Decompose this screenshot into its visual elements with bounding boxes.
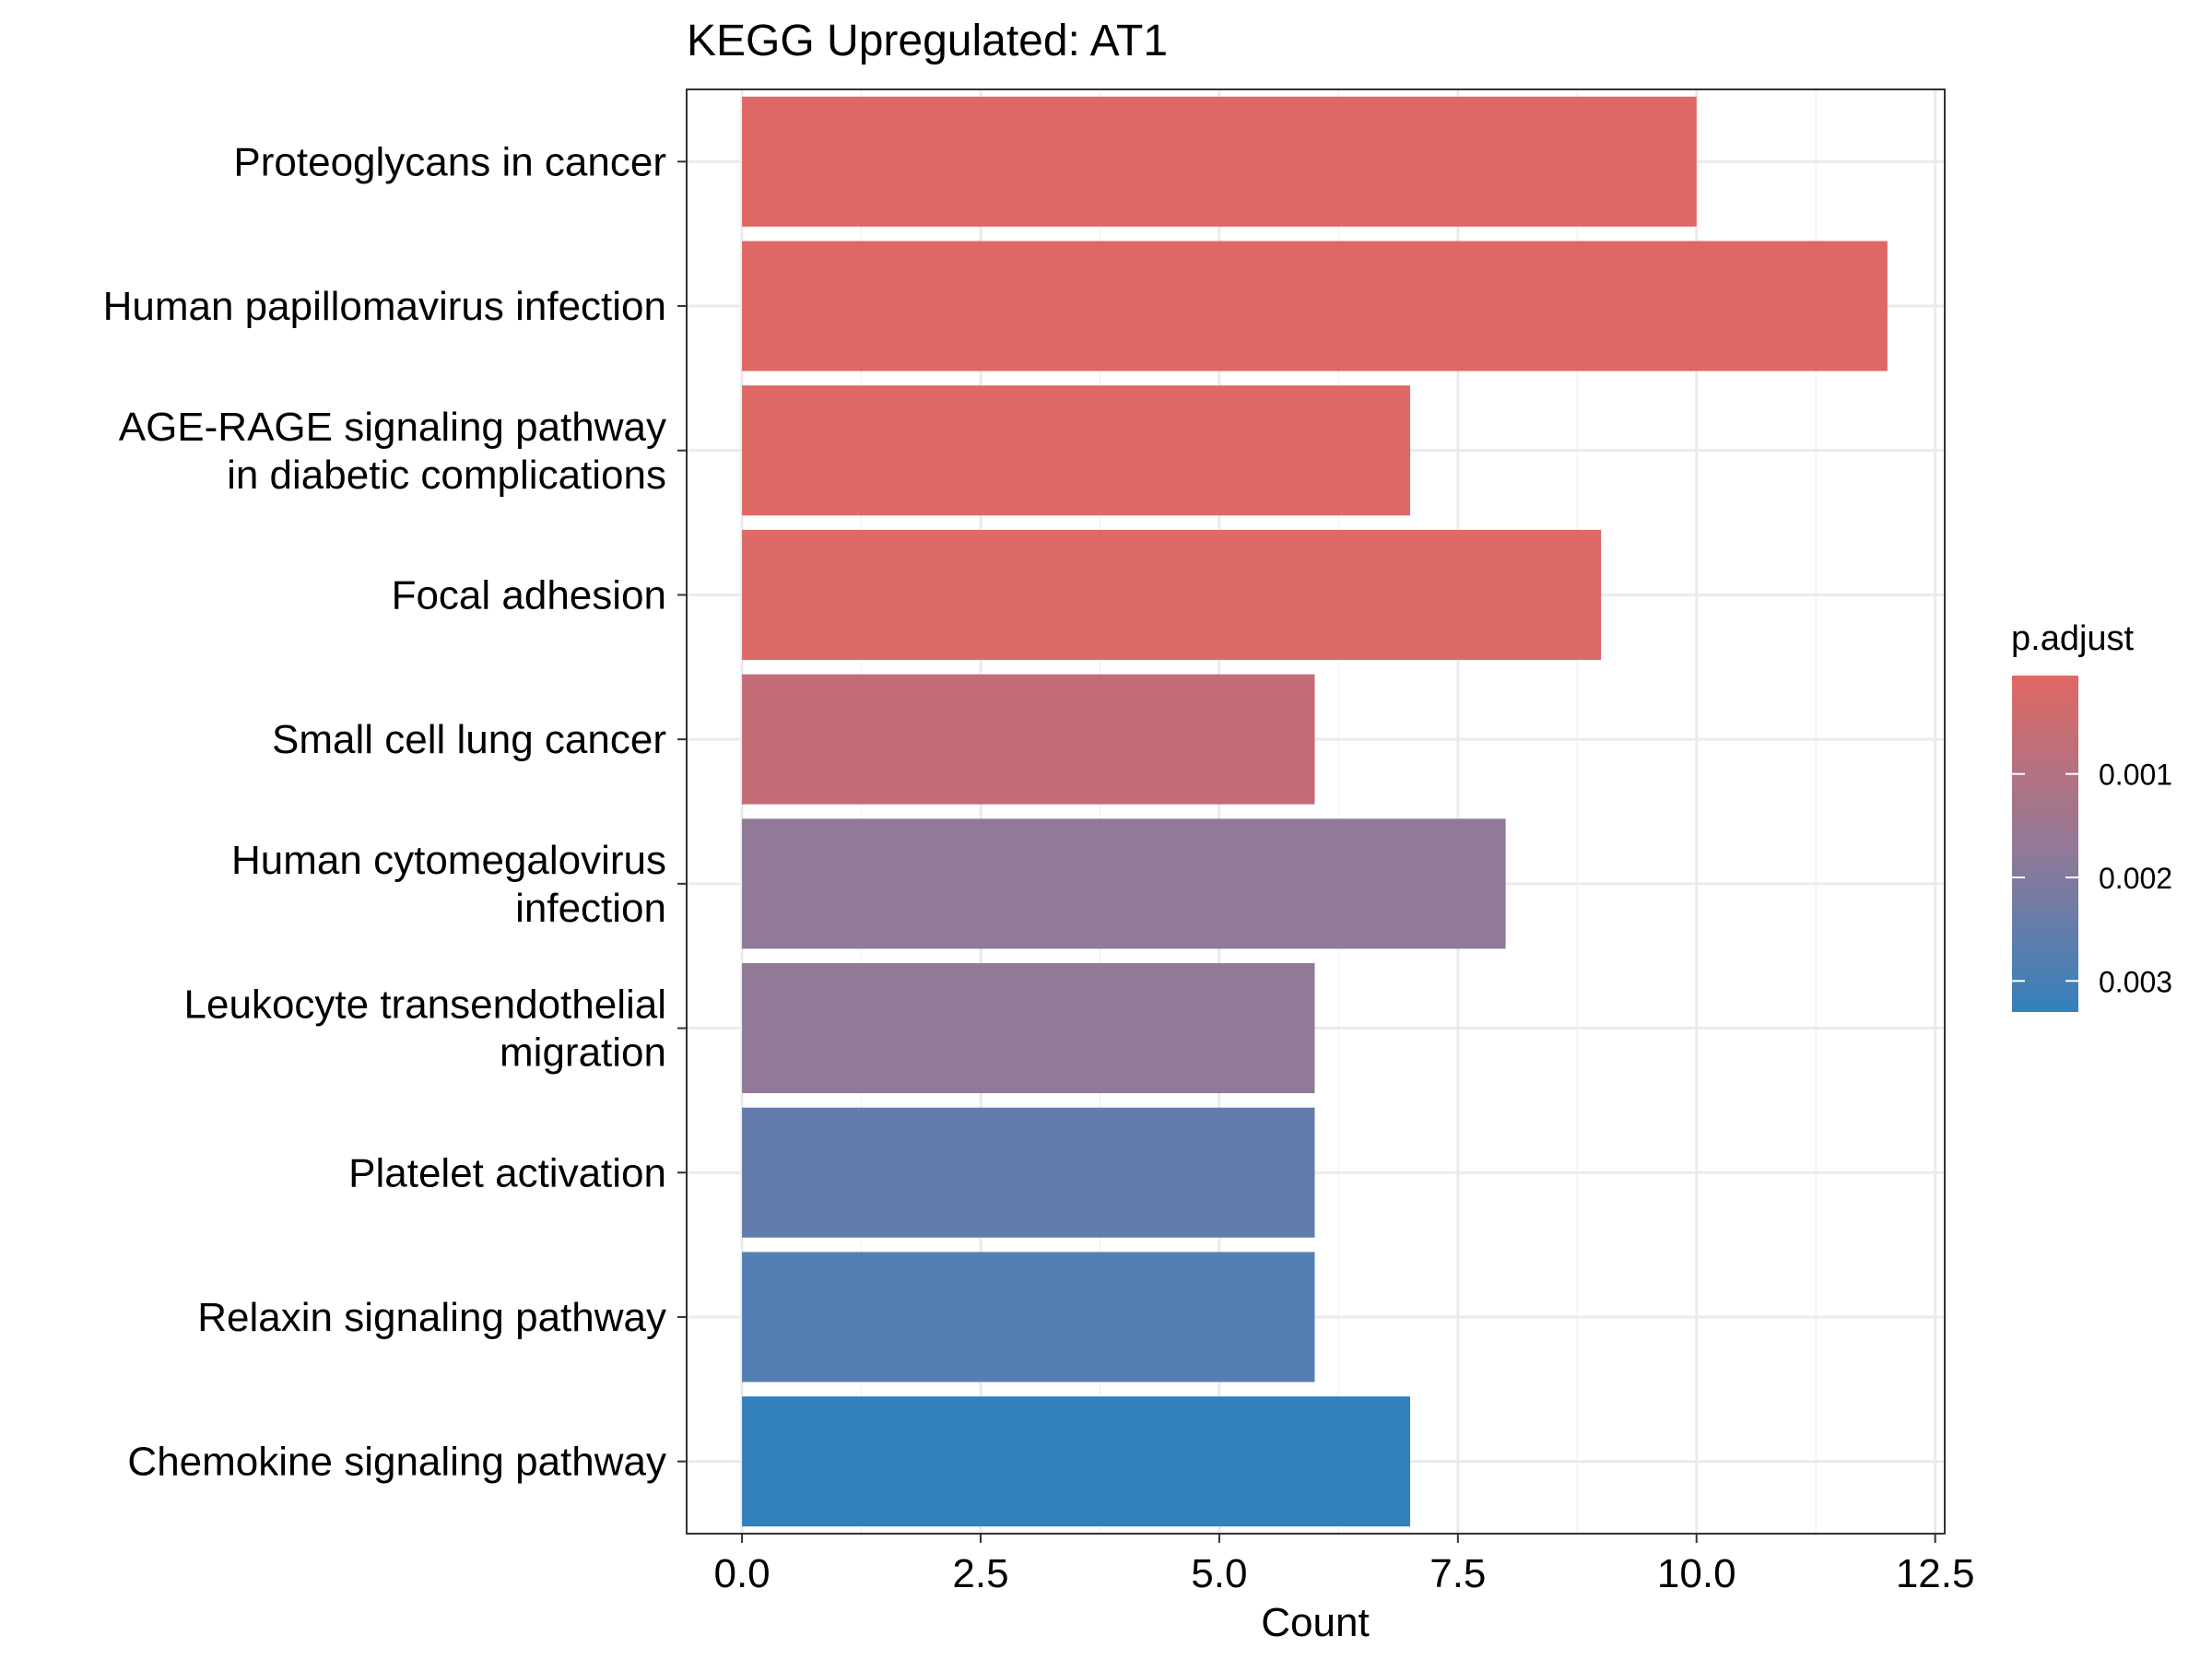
bar: [742, 674, 1315, 805]
x-axis-label: Count: [1261, 1600, 1369, 1645]
y-tick-label: Platelet activation: [348, 1150, 666, 1195]
legend-colorbar: [2012, 676, 2078, 1012]
x-tick-label: 12.5: [1896, 1551, 1975, 1596]
x-tick-label: 10.0: [1657, 1551, 1736, 1596]
legend-title: p.adjust: [2011, 619, 2135, 658]
y-tick-label: Human papillomavirus infection: [103, 284, 666, 329]
y-tick-label: Small cell lung cancer: [272, 717, 666, 762]
y-tick-label: Proteoglycans in cancer: [233, 139, 666, 184]
x-tick-label: 5.0: [1191, 1551, 1247, 1596]
x-tick-label: 0.0: [713, 1551, 770, 1596]
y-tick-label: Human cytomegalovirus infection: [231, 838, 666, 931]
bar: [742, 963, 1315, 1094]
y-tick-label: AGE-RAGE signaling pathway in diabetic co…: [119, 405, 666, 498]
y-tick-label: Focal adhesion: [392, 572, 666, 618]
bar: [742, 385, 1411, 516]
legend: p.adjust 0.001 0.002 0.003: [2011, 619, 2172, 1012]
legend-ticks: 0.001 0.002 0.003: [2012, 759, 2172, 998]
x-tick-label: 7.5: [1430, 1551, 1486, 1596]
y-tick-label: Chemokine signaling pathway: [127, 1440, 666, 1485]
plot-border: [686, 88, 1946, 1535]
bar: [742, 241, 1888, 371]
y-tick-label: Leukocyte transendothelial migration: [184, 982, 666, 1076]
x-tick-label: 2.5: [952, 1551, 1008, 1596]
bar: [742, 1396, 1411, 1527]
bar: [742, 1107, 1315, 1238]
bar: [742, 96, 1697, 227]
legend-label: 0.003: [2099, 965, 2172, 998]
legend-label: 0.001: [2099, 759, 2172, 792]
legend-label: 0.002: [2099, 862, 2172, 895]
bars: [742, 96, 1888, 1527]
bar: [742, 1252, 1315, 1382]
y-axis: Proteoglycans in cancer Human papillomavi…: [103, 139, 687, 1485]
bar: [742, 818, 1506, 949]
y-tick-label: Relaxin signaling pathway: [197, 1295, 666, 1340]
x-axis: 0.0 2.5 5.0 7.5 10.0 12.5: [713, 1534, 1974, 1596]
bar: [742, 529, 1602, 660]
chart-title: KEGG Upregulated: AT1: [687, 17, 1168, 65]
